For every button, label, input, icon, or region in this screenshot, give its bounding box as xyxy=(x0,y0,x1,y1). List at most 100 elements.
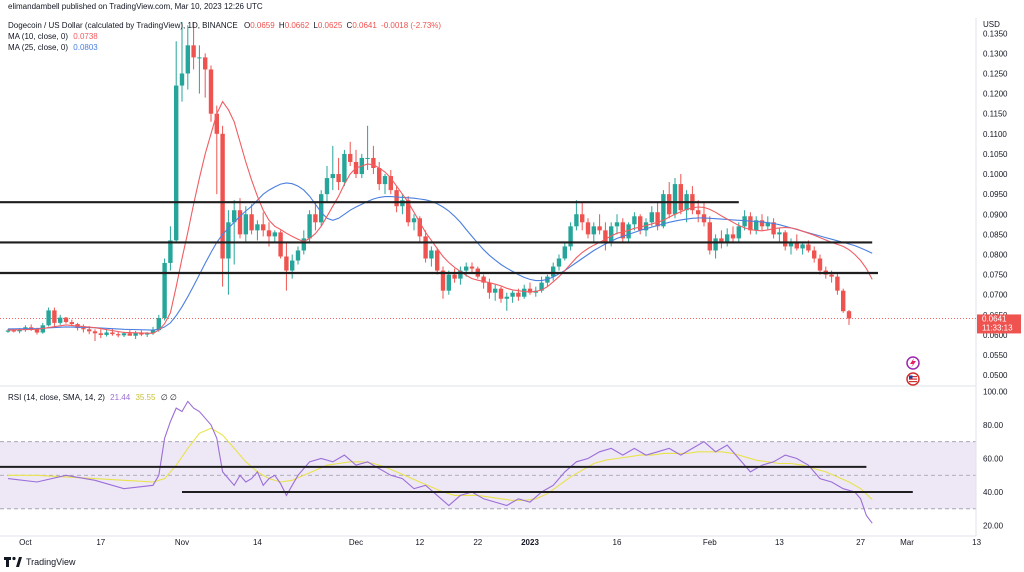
time-tick-label: 27 xyxy=(856,538,865,547)
ohlc-c-label: C xyxy=(347,21,353,30)
candle-body xyxy=(551,266,556,277)
us-flag-icon[interactable] xyxy=(906,372,920,386)
candle-body xyxy=(371,157,376,169)
candle-body xyxy=(266,230,272,237)
time-tick-label: 17 xyxy=(96,538,105,547)
price-axis[interactable]: 0.1350 0.1300 0.1250 0.1200 0.1150 0.1100 0.10… xyxy=(983,29,1008,380)
candle-body xyxy=(301,238,306,251)
candle-body xyxy=(626,224,631,239)
candle-body xyxy=(678,184,683,211)
ma10-value: 0.0738 xyxy=(73,32,98,41)
time-axis[interactable]: Oct 17 Nov 14 Dec 12 22 2023 16 Feb 13 27 Mar 13 xyxy=(19,538,981,547)
ma10-legend[interactable]: MA (10, close, 0) 0.0738 xyxy=(8,32,98,41)
candle-body xyxy=(440,270,446,291)
time-tick-label: 13 xyxy=(775,538,784,547)
rsi-ma-line xyxy=(8,427,873,501)
candle-body xyxy=(243,214,248,235)
candle-body xyxy=(841,290,846,312)
candle-body xyxy=(174,85,179,241)
price-tick-label: 0.1200 xyxy=(983,90,1008,99)
candle-body xyxy=(284,256,289,271)
ohlc-l-value: 0.0625 xyxy=(318,21,343,30)
price-tick-label: 0.1050 xyxy=(983,150,1008,159)
price-tick-label: 0.0900 xyxy=(983,210,1008,219)
ohlc-c-value: 0.0641 xyxy=(352,21,377,30)
rsi-axis[interactable]: 100.00 80.00 60.00 40.00 20.00 xyxy=(983,387,1008,530)
symbol-title[interactable]: Dogecoin / US Dollar (calculated by Trad… xyxy=(8,21,238,30)
tradingview-logo[interactable]: TradingView xyxy=(4,556,76,567)
rsi-legend[interactable]: RSI (14, close, SMA, 14, 2) 21.44 35.55 … xyxy=(8,393,177,402)
candle-body xyxy=(255,224,260,231)
candle-body xyxy=(168,240,173,263)
candle-body xyxy=(98,333,103,335)
candle-body xyxy=(597,226,602,231)
ohlc-l-label: L xyxy=(313,21,318,30)
candle-body xyxy=(214,113,219,134)
price-tick-label: 0.1150 xyxy=(983,110,1007,119)
time-tick-label: Dec xyxy=(349,538,363,547)
candle-body xyxy=(319,194,324,223)
candle-body xyxy=(817,258,823,271)
candle-body xyxy=(783,232,788,247)
candle-body xyxy=(609,226,614,243)
candle-body xyxy=(568,226,573,247)
candle-body xyxy=(295,250,301,261)
rsi-tick-label: 80.00 xyxy=(983,421,1004,430)
candle-body xyxy=(342,153,347,183)
candle-body xyxy=(249,214,254,231)
candle-body xyxy=(707,222,712,251)
candle-body xyxy=(788,242,794,247)
last-price-value: 0.0641 xyxy=(982,314,1007,323)
candle-body xyxy=(197,57,202,59)
candle-body xyxy=(52,310,57,323)
time-tick-label: 22 xyxy=(473,538,482,547)
currency-label[interactable]: USD xyxy=(983,20,1000,29)
price-tick-label: 0.1100 xyxy=(983,130,1007,139)
candle-body xyxy=(162,262,167,319)
candle-body xyxy=(464,266,469,271)
ohlc-h-value: 0.0662 xyxy=(285,21,310,30)
candle-body xyxy=(846,311,852,319)
ma25-legend[interactable]: MA (25, close, 0) 0.0803 xyxy=(8,43,98,52)
publisher-line: elimandambell published on TradingView.c… xyxy=(8,2,263,11)
candle-body xyxy=(104,332,109,335)
price-tick-label: 0.0700 xyxy=(983,291,1008,300)
candle-body xyxy=(765,222,770,227)
candle-body xyxy=(487,282,492,293)
candle-body xyxy=(185,45,190,74)
candle-body xyxy=(562,246,567,259)
ohlc-o-value: 0.0659 xyxy=(250,21,275,30)
ohlc-legend[interactable]: Dogecoin / US Dollar (calculated by Trad… xyxy=(8,21,441,30)
candle-body xyxy=(290,260,295,271)
candle-body xyxy=(278,232,283,257)
candle-body xyxy=(92,331,98,334)
candle-body xyxy=(527,288,533,293)
candle-body xyxy=(330,174,335,179)
candle-body xyxy=(498,288,504,299)
candle-body xyxy=(307,214,312,239)
rsi-tick-label: 20.00 xyxy=(983,522,1004,531)
ma25-label: MA (25, close, 0) xyxy=(8,43,68,52)
lightning-icon[interactable] xyxy=(906,356,920,370)
last-price-badge: 0.0641 11:33:13 xyxy=(977,314,1021,334)
candle-body xyxy=(139,332,144,335)
price-tick-label: 0.1250 xyxy=(983,69,1008,78)
candle-body xyxy=(11,330,16,332)
candle-body xyxy=(638,216,643,231)
candle-body xyxy=(748,216,753,231)
candle-body xyxy=(417,218,422,237)
candle-body xyxy=(446,274,451,291)
candle-body xyxy=(800,244,805,249)
candle-body xyxy=(429,250,434,259)
candle-body xyxy=(179,73,185,86)
candle-body xyxy=(493,288,498,293)
candle-body xyxy=(272,232,277,237)
candle-body xyxy=(156,318,161,331)
last-price-badge-bg xyxy=(977,314,1021,334)
time-tick-label: Oct xyxy=(19,538,32,547)
candle-body xyxy=(127,333,132,336)
candle-body xyxy=(406,200,411,223)
candle-body xyxy=(87,329,92,332)
tradingview-logo-icon xyxy=(4,557,11,567)
time-tick-label: 13 xyxy=(972,538,981,547)
